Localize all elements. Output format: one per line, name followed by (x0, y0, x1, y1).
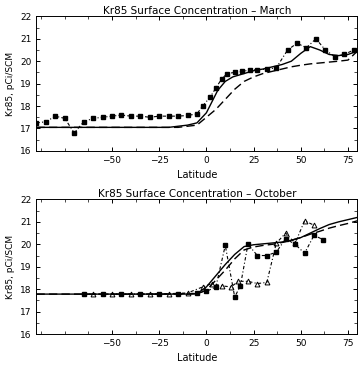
Title: Kr85 Surface Concentration – March: Kr85 Surface Concentration – March (103, 6, 291, 15)
Y-axis label: Kr85, pCi/SCM: Kr85, pCi/SCM (5, 235, 15, 299)
X-axis label: Latitude: Latitude (177, 354, 217, 363)
X-axis label: Latitude: Latitude (177, 170, 217, 180)
Title: Kr85 Surface Concentration – October: Kr85 Surface Concentration – October (98, 189, 296, 199)
Y-axis label: Kr85, pCi/SCM: Kr85, pCi/SCM (5, 52, 15, 116)
